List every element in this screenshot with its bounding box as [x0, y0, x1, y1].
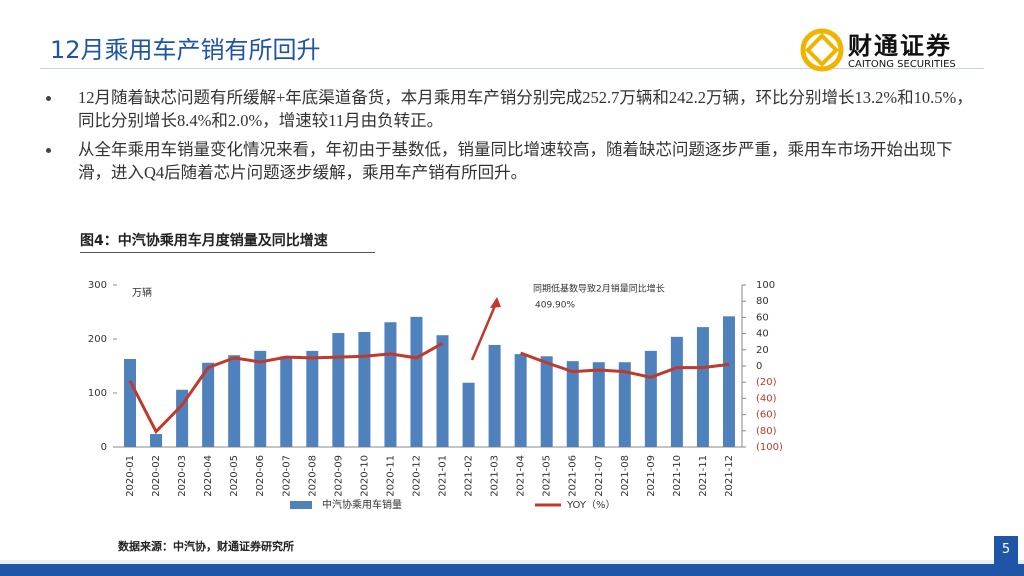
y2-tick-label: (20): [756, 377, 777, 388]
source-note: 数据来源：中汽协，财通证券研究所: [118, 540, 294, 553]
bar: [540, 356, 553, 447]
bar: [150, 434, 163, 447]
annotation: 409.90%: [535, 301, 575, 311]
y2-tick-label: 20: [756, 345, 769, 356]
bar: [228, 355, 241, 447]
bar: [280, 356, 293, 447]
slide-title: 12月乘用车产销有所回升: [50, 36, 321, 64]
y2-tick-label: (80): [756, 426, 777, 437]
legend-swatch: [290, 501, 312, 509]
x-tick-label: 2021-04: [516, 455, 527, 497]
y-tick-label: 100: [88, 388, 107, 399]
y-tick-label: 300: [88, 280, 107, 291]
x-tick-label: 2020-12: [411, 455, 422, 497]
x-tick-label: 2020-10: [359, 455, 370, 497]
bullet-text: 从全年乘用车销量变化情况来看，年初由于基数低，销量同比增速较高，随着缺芯问题逐步…: [78, 140, 953, 182]
logo-icon: [800, 28, 844, 72]
bar: [306, 350, 319, 447]
y2-tick-label: (40): [756, 393, 777, 404]
y2-tick-label: 0: [756, 361, 762, 372]
x-tick-label: 2020-07: [281, 455, 292, 497]
y2-tick-label: (100): [756, 442, 783, 453]
x-tick-label: 2021-11: [698, 455, 709, 497]
bar: [488, 344, 501, 447]
x-tick-label: 2020-08: [307, 455, 318, 497]
annotation-arrowhead: [490, 297, 501, 308]
bar: [696, 327, 709, 447]
x-tick-label: 2021-06: [568, 455, 579, 497]
bar: [670, 336, 683, 447]
legend-label: YOY（%）: [566, 499, 616, 511]
bullet: 从全年乘用车销量变化情况来看，年初由于基数低，销量同比增速较高，随着缺芯问题逐步…: [44, 138, 974, 184]
y2-tick-label: (60): [756, 410, 777, 421]
bar: [254, 350, 267, 447]
logo-sub: CAITONG SECURITIES: [848, 59, 956, 70]
bar: [462, 382, 475, 447]
x-tick-label: 2021-03: [490, 455, 501, 497]
x-tick-label: 2021-01: [438, 455, 449, 497]
y-tick-label: 0: [101, 442, 107, 453]
x-tick-label: 2020-01: [125, 455, 136, 497]
bar: [618, 362, 631, 447]
bar: [410, 316, 423, 447]
x-tick-label: 2020-02: [151, 455, 162, 497]
y-tick-label: 200: [88, 334, 107, 345]
bullet-dot: [46, 148, 51, 153]
x-tick-label: 2020-05: [229, 455, 240, 497]
x-tick-label: 2020-06: [255, 455, 266, 497]
annotation-arrow: [470, 300, 499, 361]
bullet-dot: [46, 96, 51, 101]
bar: [358, 331, 371, 447]
x-tick-label: 2020-09: [333, 455, 344, 497]
x-tick-label: 2021-02: [464, 455, 475, 497]
x-tick-label: 2021-12: [724, 455, 735, 497]
bar: [644, 350, 657, 447]
x-tick-label: 2021-08: [620, 455, 631, 497]
x-tick-label: 2020-11: [385, 455, 396, 497]
bar: [124, 358, 137, 447]
bullet-text: 12月随着缺芯问题有所缓解+年底渠道备货，本月乘用车产销分别完成252.7万辆和…: [78, 88, 973, 130]
bar: [722, 316, 735, 447]
y2-tick-label: 100: [756, 280, 775, 291]
title-rule: [40, 68, 984, 69]
bar: [566, 361, 579, 447]
y2-tick-label: 40: [756, 329, 769, 340]
page-number: 5: [994, 536, 1018, 564]
x-tick-label: 2021-09: [646, 455, 657, 497]
logo: 财通证券 CAITONG SECURITIES: [800, 26, 990, 76]
bullet-list: 12月随着缺芯问题有所缓解+年底渠道备货，本月乘用车产销分别完成252.7万辆和…: [44, 86, 974, 190]
bullet: 12月随着缺芯问题有所缓解+年底渠道备货，本月乘用车产销分别完成252.7万辆和…: [44, 86, 974, 132]
line: [128, 342, 730, 435]
legend-label: 中汽协乘用车销量: [322, 498, 402, 511]
bar: [514, 354, 527, 447]
bar: [332, 333, 345, 447]
bar: [176, 389, 189, 447]
x-tick-label: 2021-05: [542, 455, 553, 497]
bar: [436, 335, 449, 447]
x-tick-label: 2021-07: [594, 455, 605, 497]
figure-title: 图4：中汽协乘用车月度销量及同比增速: [80, 230, 375, 253]
y2-tick-label: 60: [756, 312, 769, 323]
y2-tick-label: 80: [756, 296, 769, 307]
bar: [202, 362, 215, 447]
bar: [592, 362, 605, 447]
x-tick-label: 2020-03: [177, 455, 188, 497]
footer-bar: [0, 564, 1024, 576]
annotation: 同期低基数导致2月销量同比增长: [533, 283, 665, 295]
x-tick-label: 2020-04: [203, 455, 214, 497]
x-tick-label: 2021-10: [672, 455, 683, 497]
logo-name: 财通证券: [848, 32, 952, 60]
unit-label: 万辆: [132, 286, 152, 299]
bar: [384, 322, 397, 447]
footer-band: [0, 560, 1024, 564]
